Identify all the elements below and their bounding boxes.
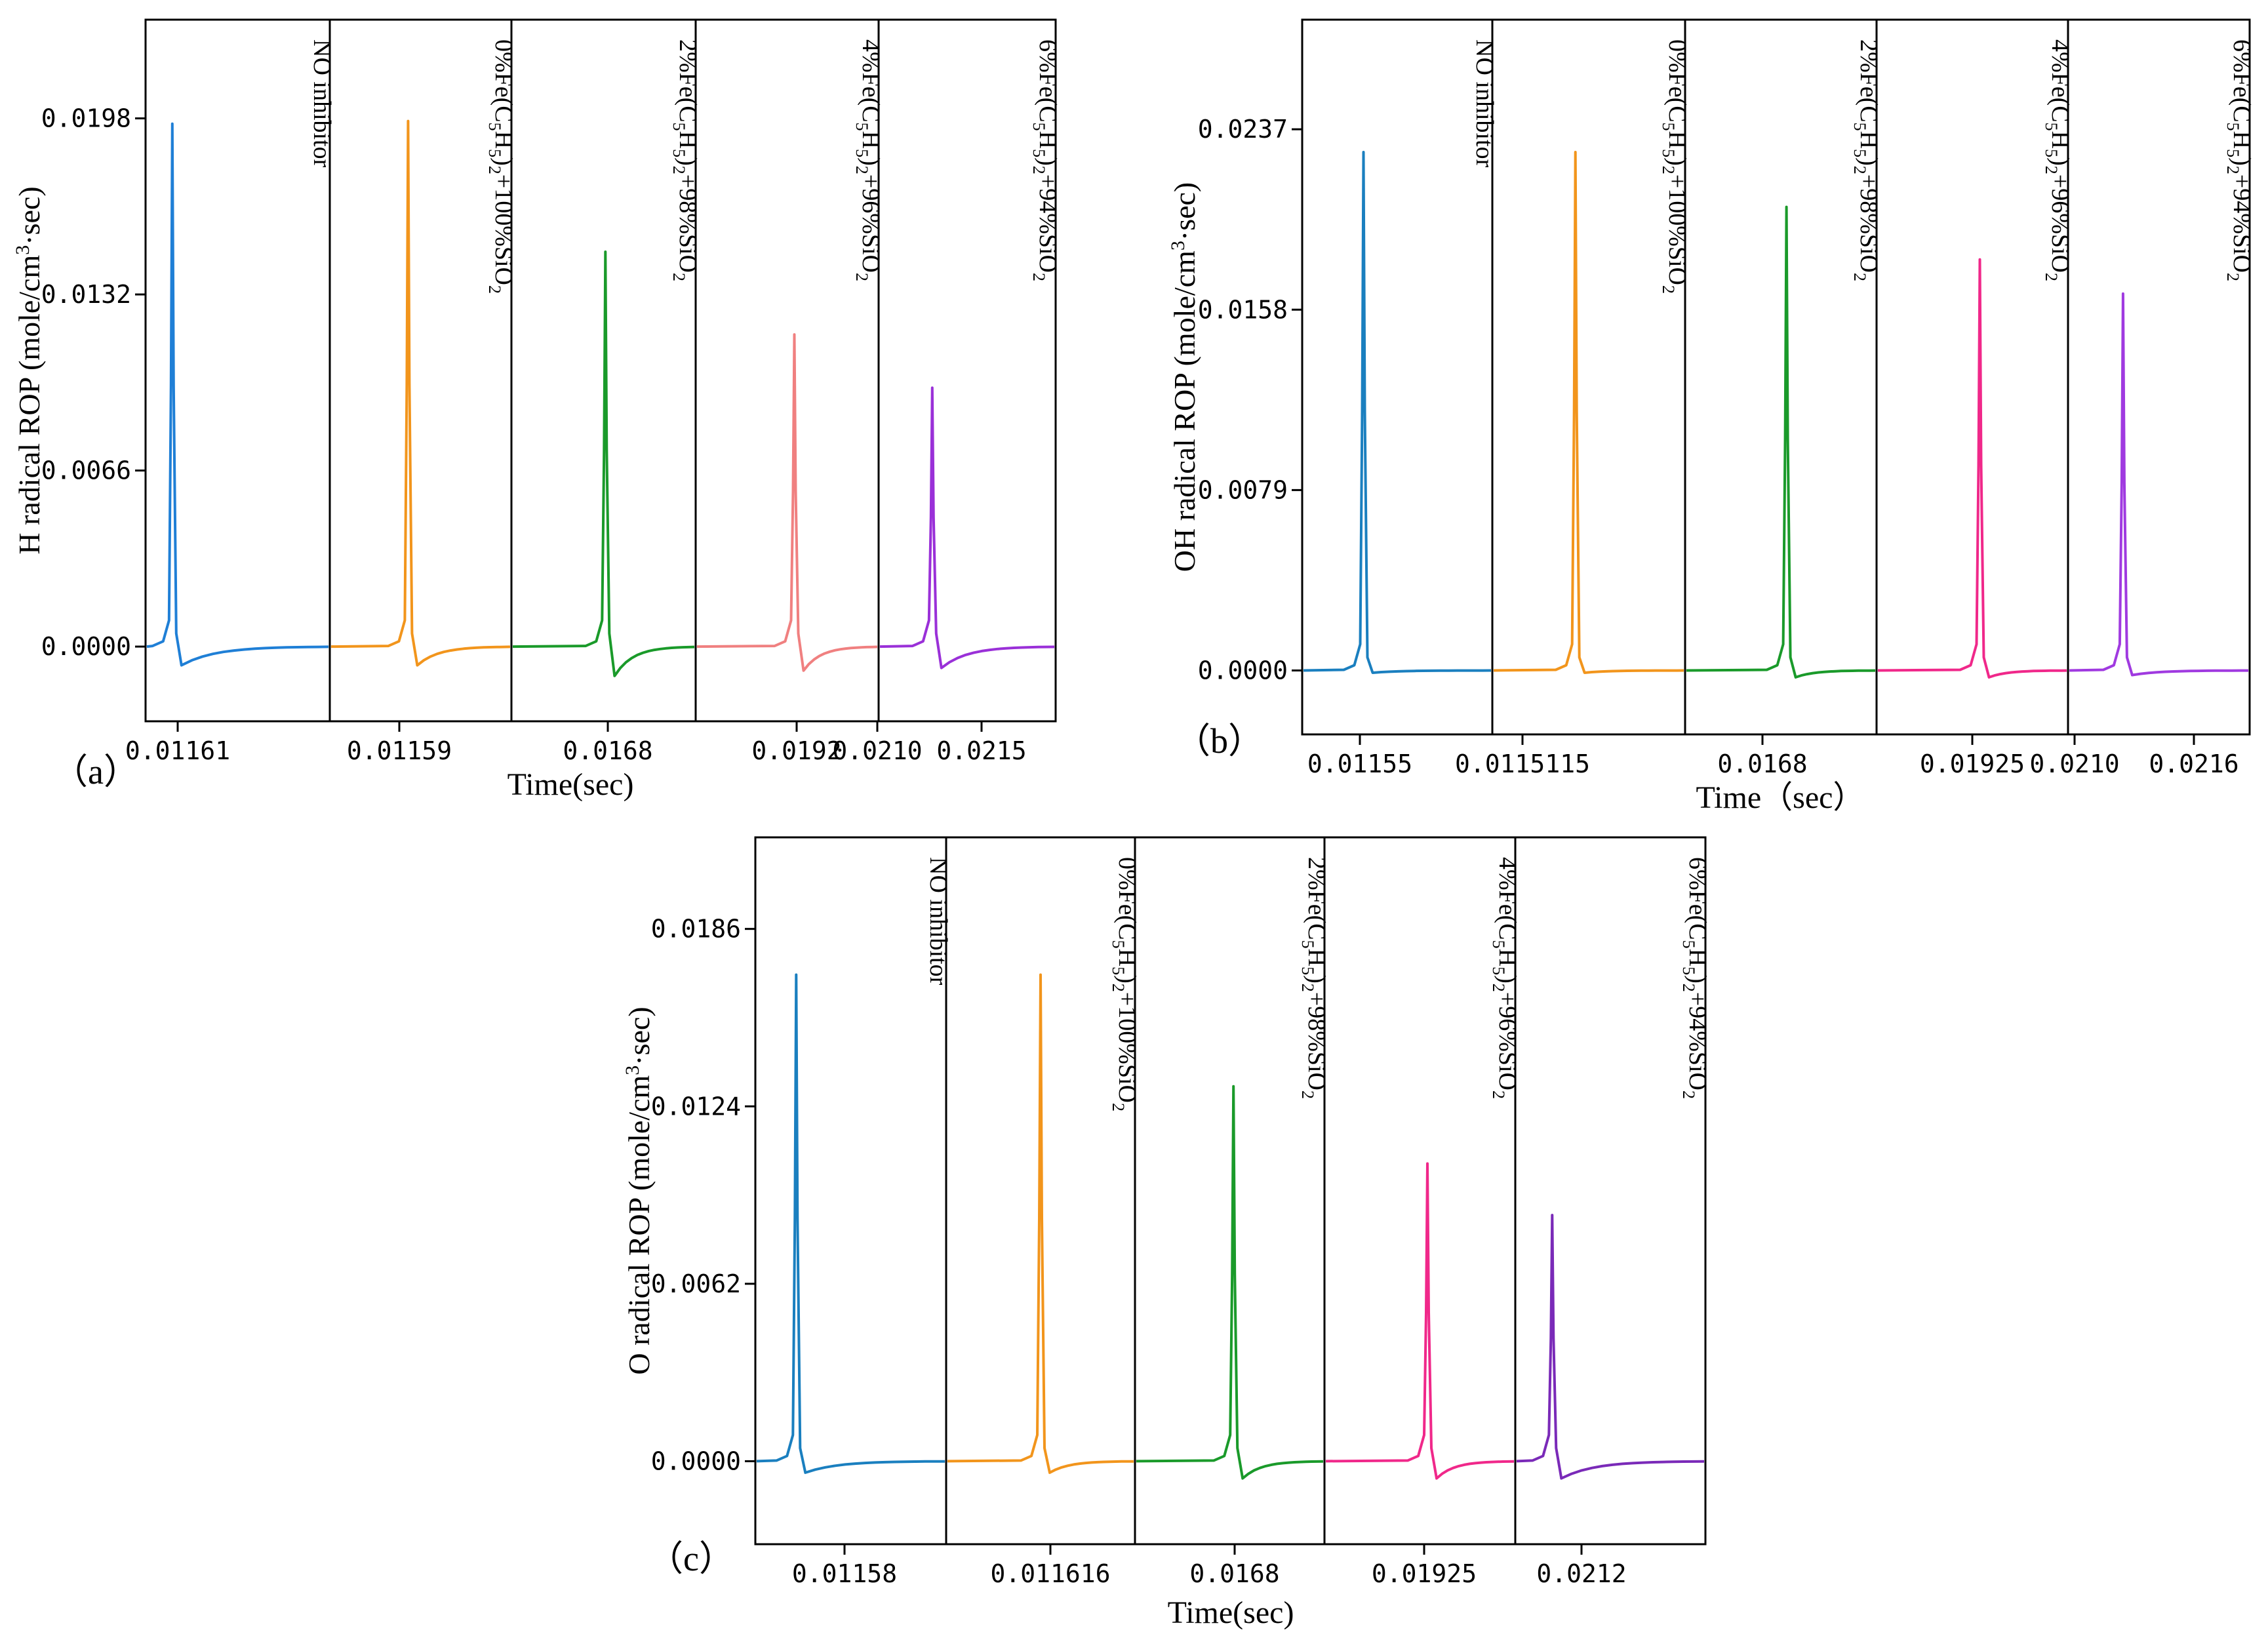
series-line-3 [1686,205,1876,679]
panel-label: （b） [1175,721,1263,761]
x-tick-label: 0.011616 [990,1559,1110,1588]
series-line-1 [756,973,945,1474]
x-tick-label: 0.0215 [936,736,1026,765]
x-tick-label: 0.0192 [751,736,841,765]
series-line-4 [696,333,878,672]
series-line-3 [512,250,695,677]
y-axis-label: H radical ROP (mole/cm3·sec) [12,186,46,554]
series-line-4 [1877,258,2067,679]
series-label: 4%Fe(C5H5)2+96%SiO2 [2042,39,2074,281]
y-tick-label: 0.0000 [1198,656,1288,685]
panel-a: 0.0000 0.0066 0.0132 0.0198 0.01161 0.01159 0.… [12,18,1062,802]
x-tick-label: 0.01155 [1307,749,1412,778]
y-tick-label: 0.0000 [41,632,131,661]
y-tick-label: 0.0000 [651,1446,741,1475]
x-tick-label: 0.01925 [1372,1559,1477,1588]
series-line-4 [1325,1162,1515,1480]
y-tick-label: 0.0237 [1198,115,1288,144]
x-tick-label: 0.01925 [1920,749,2025,778]
x-tick-label: 0.0168 [1717,749,1807,778]
series-line-2 [947,973,1134,1474]
series-label: 6%Fe(C5H5)2+94%SiO2 [1679,857,1711,1099]
series-label: 2%Fe(C5H5)2+98%SiO2 [1850,39,1882,281]
plot-frame [144,18,1057,723]
x-tick-label: 0.01161 [125,736,230,765]
y-axis-label: O radical ROP (mole/cm3·sec) [622,1007,656,1374]
x-tick-label: 0.0212 [1536,1559,1626,1588]
plot-frame [1301,18,2251,736]
series-label: 4%Fe(C5H5)2+96%SiO2 [852,39,885,281]
series-label: 0%Fe(C5H5)2+100%SiO2 [485,39,517,294]
y-tick-label: 0.0198 [41,104,131,133]
series-label: 6%Fe(C5H5)2+94%SiO2 [1029,39,1062,281]
series-line-3 [1136,1085,1324,1480]
x-tick-label: 0.0210 [2029,749,2119,778]
series-line-2 [330,119,511,667]
x-axis-label: Time（sec） [1696,780,1865,815]
x-tick-label: 0.0168 [563,736,652,765]
series-line-1 [1303,151,1492,674]
y-tick-label: 0.0066 [41,456,131,485]
series-label: 0%Fe(C5H5)2+100%SiO2 [1109,857,1141,1111]
y-tick-label: 0.0062 [651,1269,741,1298]
series-label: 6%Fe(C5H5)2+94%SiO2 [2223,39,2256,281]
series-line-5 [879,386,1055,669]
series-label: NO inhibitor [308,39,336,168]
series-label: NO inhibitor [925,857,952,986]
x-axis-label: Time(sec) [507,767,634,802]
panel-b: 0.0000 0.0079 0.0158 0.0237 0.01155 0.0115115… [1167,18,2256,815]
panel-c: 0.0000 0.0062 0.0124 0.0186 0.01158 0.011616 0… [622,836,1711,1630]
y-tick-label: 0.0158 [1198,295,1288,324]
plot-frame [754,836,1707,1546]
x-tick-label: 0.0168 [1189,1559,1279,1588]
x-axis-label: Time(sec) [1168,1595,1294,1630]
x-tick-label: 0.0216 [2149,749,2238,778]
y-tick-label: 0.0124 [651,1092,741,1121]
y-tick-label: 0.0132 [41,280,131,309]
panel-label: （c） [648,1539,734,1578]
y-axis-label: OH radical ROP (mole/cm3·sec) [1167,182,1201,572]
x-tick-label: 0.0115115 [1455,749,1590,778]
y-tick-label: 0.0186 [651,915,741,944]
x-tick-label: 0.01159 [347,736,452,765]
series-label: 4%Fe(C5H5)2+96%SiO2 [1489,857,1521,1099]
series-line-2 [1493,151,1684,674]
x-tick-label: 0.01158 [792,1559,897,1588]
y-tick-label: 0.0079 [1198,475,1288,504]
panel-label: （a） [52,752,139,791]
series-label: 2%Fe(C5H5)2+98%SiO2 [669,39,702,281]
series-line-1 [146,122,329,667]
series-line-5 [2069,292,2248,677]
series-label: 2%Fe(C5H5)2+98%SiO2 [1298,857,1330,1099]
x-tick-label: 0.0210 [832,736,922,765]
series-label: 0%Fe(C5H5)2+100%SiO2 [1659,39,1691,294]
series-line-5 [1516,1214,1705,1480]
series-label: NO inhibitor [1471,39,1498,168]
